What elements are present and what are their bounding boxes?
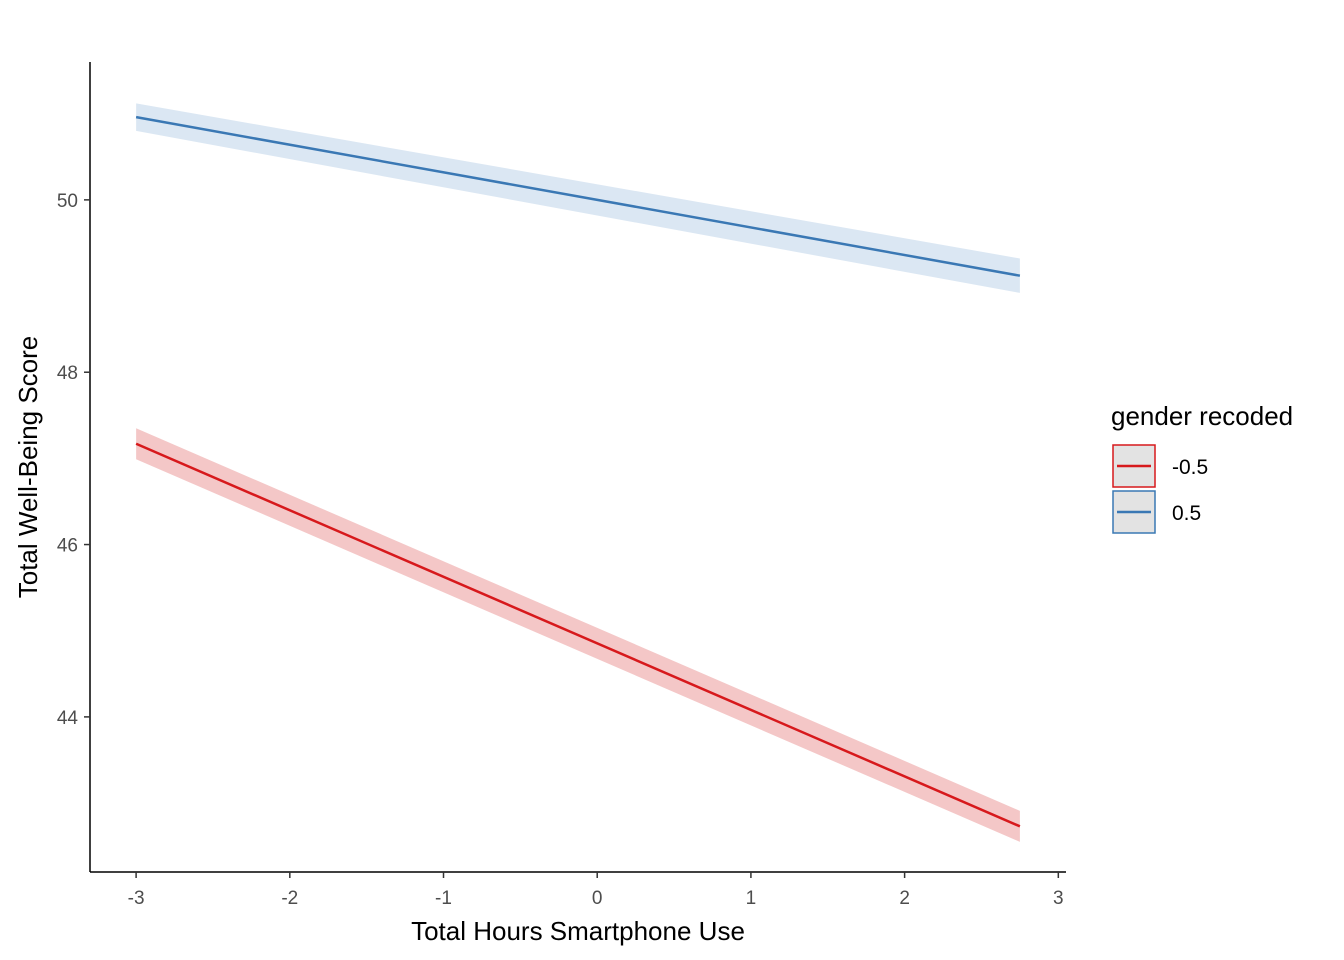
- x-tick-label: 2: [899, 888, 910, 909]
- legend-item: -0.5: [1112, 444, 1208, 488]
- x-axis-title: Total Hours Smartphone Use: [411, 916, 745, 946]
- x-tick-label: 3: [1053, 888, 1064, 909]
- legend-item: 0.5: [1112, 490, 1201, 534]
- legend-label: -0.5: [1172, 456, 1208, 479]
- x-tick-label: -1: [435, 888, 452, 909]
- y-tick-label: 46: [57, 536, 78, 557]
- series-2-confidence-band: [136, 103, 1020, 293]
- y-axis-title: Total Well-Being Score: [13, 336, 43, 599]
- y-tick-label: 50: [57, 191, 78, 212]
- x-tick-label: 0: [592, 888, 603, 909]
- y-tick-label: 48: [57, 363, 78, 384]
- series-2-line: [135, 115, 1021, 277]
- y-tick-label: 44: [57, 708, 79, 729]
- x-tick-label: -3: [128, 888, 145, 909]
- legend-title: gender recoded: [1111, 401, 1293, 431]
- x-axis-ticks: -3 -2 -1 0 1 2 3: [128, 872, 1064, 909]
- legend-label: 0.5: [1172, 502, 1201, 525]
- x-tick-label: -2: [281, 888, 298, 909]
- y-axis-ticks: 44 46 48 50: [57, 191, 90, 729]
- legend: gender recoded -0.5 0.5: [1111, 401, 1293, 534]
- plot-area: [135, 103, 1021, 842]
- series-1-line: [135, 442, 1021, 828]
- x-tick-label: 1: [746, 888, 757, 909]
